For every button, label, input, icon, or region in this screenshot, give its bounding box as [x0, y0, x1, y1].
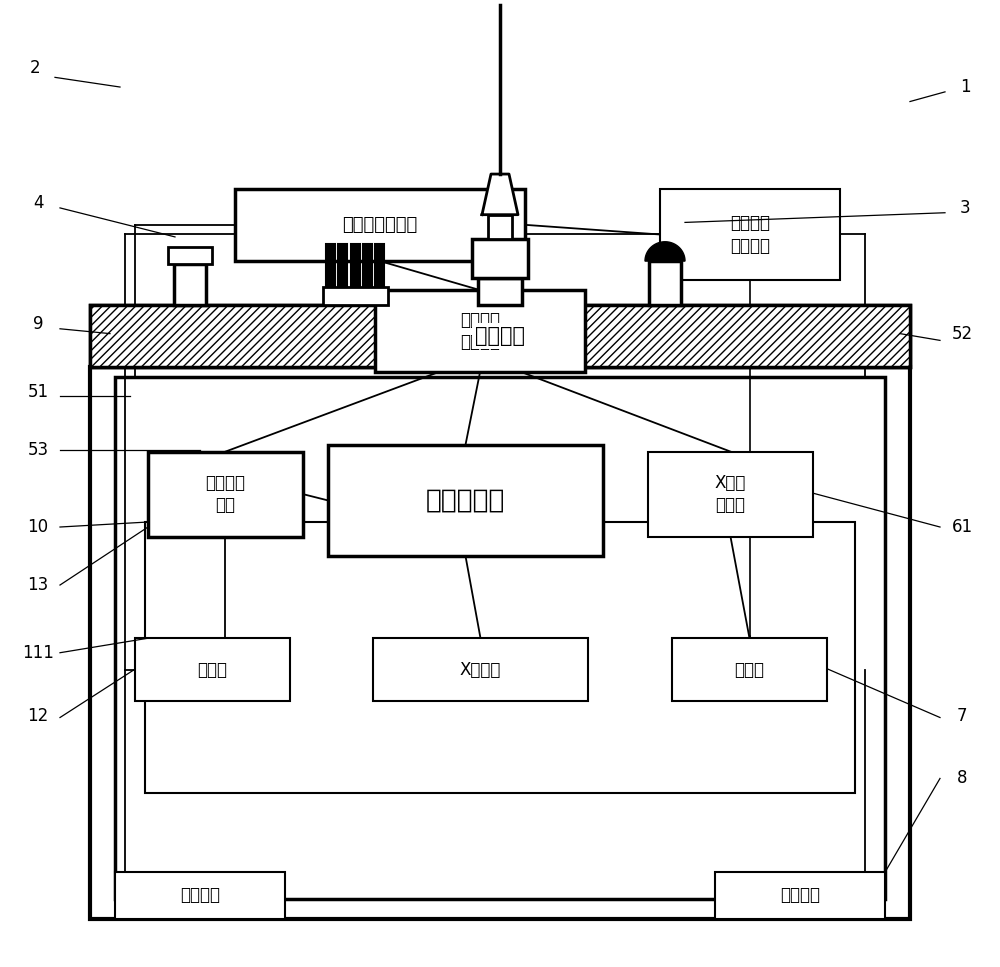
Bar — [322, 287, 388, 305]
Bar — [235, 189, 525, 261]
Bar — [649, 261, 681, 305]
Bar — [90, 305, 910, 367]
Text: 12: 12 — [27, 707, 49, 724]
Text: 111: 111 — [22, 644, 54, 661]
Text: 卤素灯: 卤素灯 — [198, 660, 228, 679]
Bar — [375, 290, 585, 372]
Bar — [672, 638, 827, 701]
Bar — [478, 278, 522, 305]
Text: 浮力材料: 浮力材料 — [475, 326, 525, 346]
Text: 7: 7 — [957, 707, 967, 724]
Bar — [338, 244, 347, 287]
Polygon shape — [645, 242, 685, 261]
Bar — [351, 244, 360, 287]
Bar — [168, 247, 212, 264]
Bar — [363, 244, 372, 287]
Text: 8: 8 — [957, 770, 967, 787]
Text: 高光谱相机: 高光谱相机 — [426, 487, 505, 513]
Text: X射线源: X射线源 — [460, 660, 501, 679]
Bar — [115, 377, 885, 899]
Text: 52: 52 — [951, 325, 973, 342]
Bar — [373, 638, 588, 701]
Text: 3: 3 — [960, 199, 970, 217]
Bar — [488, 215, 512, 239]
Text: 2: 2 — [30, 59, 40, 76]
Polygon shape — [482, 174, 518, 215]
Bar — [90, 305, 910, 367]
Bar — [472, 239, 528, 278]
Bar — [115, 872, 285, 919]
Text: 53: 53 — [27, 441, 49, 458]
Text: 灯光电源
控制模块: 灯光电源 控制模块 — [730, 215, 770, 254]
Bar — [648, 452, 813, 537]
Text: 61: 61 — [951, 518, 973, 536]
Text: 13: 13 — [27, 576, 49, 594]
Bar — [375, 244, 384, 287]
Text: 4: 4 — [33, 194, 43, 212]
Text: 10: 10 — [27, 518, 49, 536]
Text: 电子控制
模块: 电子控制 模块 — [206, 474, 245, 514]
Text: 9: 9 — [33, 315, 43, 333]
Text: 卤素灯: 卤素灯 — [734, 660, 765, 679]
Bar — [328, 445, 603, 556]
Text: 设备电源
控制模块: 设备电源 控制模块 — [460, 311, 500, 351]
Text: 1: 1 — [960, 78, 970, 96]
Bar — [715, 872, 885, 919]
Bar — [90, 367, 910, 919]
Bar — [660, 189, 840, 280]
Text: X射线
探测器: X射线 探测器 — [715, 474, 746, 514]
Bar — [145, 522, 855, 793]
Text: 51: 51 — [27, 383, 49, 400]
Bar — [148, 452, 303, 537]
Bar — [174, 264, 206, 305]
Text: 总电源控制模块: 总电源控制模块 — [342, 216, 418, 234]
Bar — [326, 244, 335, 287]
Text: 配重底座: 配重底座 — [780, 887, 820, 904]
Bar — [135, 638, 290, 701]
Text: 配重底座: 配重底座 — [180, 887, 220, 904]
